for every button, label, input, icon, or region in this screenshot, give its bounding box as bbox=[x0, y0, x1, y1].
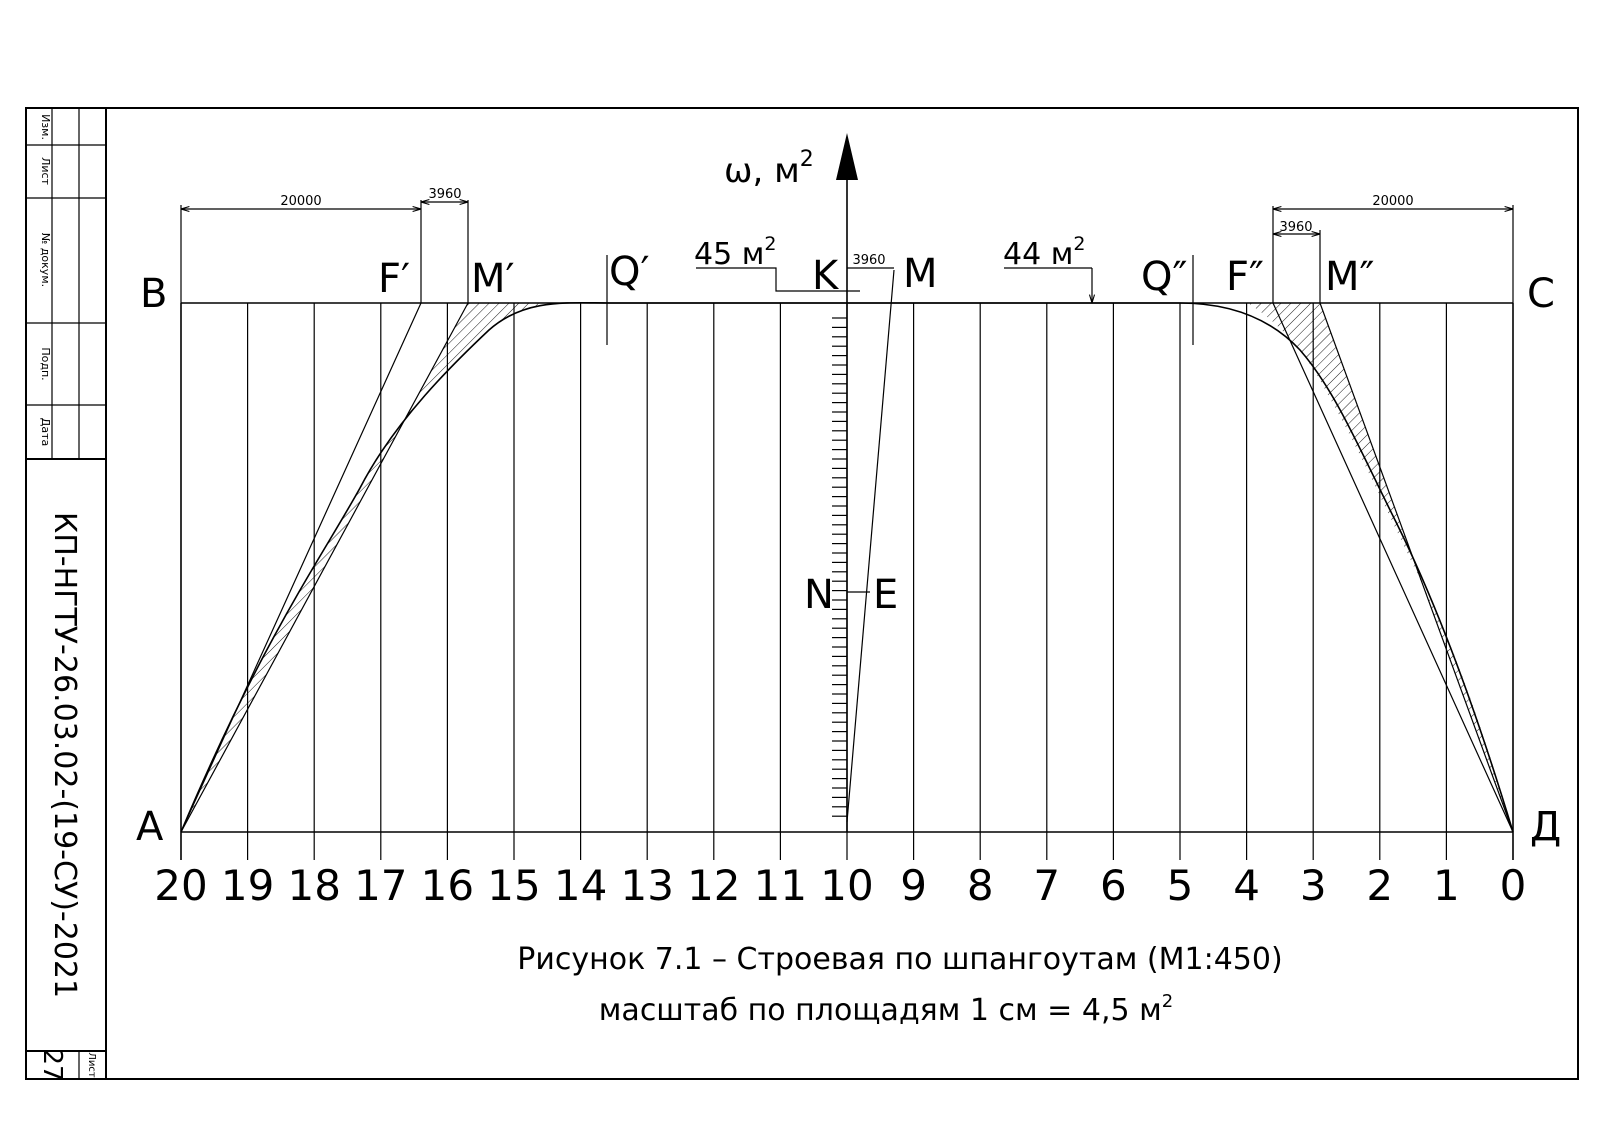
station-label-12: 12 bbox=[687, 861, 740, 910]
dim-left-span: 20000 bbox=[280, 194, 321, 209]
station-label-7: 7 bbox=[1033, 861, 1060, 910]
dim-center-small: 3960 bbox=[852, 253, 885, 268]
sheet-label: Лист bbox=[86, 1052, 97, 1078]
stamp-label-izm: Изм. bbox=[39, 114, 52, 140]
point-label-k: K bbox=[812, 253, 840, 299]
stamp-label-sign: Подп. bbox=[39, 347, 52, 380]
station-label-2: 2 bbox=[1366, 861, 1393, 910]
corner-label-c: C bbox=[1527, 271, 1555, 317]
station-label-3: 3 bbox=[1300, 861, 1327, 910]
station-label-20: 20 bbox=[154, 861, 207, 910]
line-base-to-m bbox=[846, 269, 895, 823]
omega-axis-title: ω, м2 bbox=[724, 147, 814, 191]
corner-label-b: B bbox=[140, 271, 167, 317]
hatched-area-left bbox=[181, 302, 596, 832]
hatched-area-right bbox=[1248, 303, 1513, 832]
point-label-m: M bbox=[903, 251, 938, 297]
station-label-13: 13 bbox=[620, 861, 673, 910]
station-label-18: 18 bbox=[287, 861, 340, 910]
station-label-9: 9 bbox=[900, 861, 927, 910]
station-label-10: 10 bbox=[820, 861, 873, 910]
point-label-n: N bbox=[804, 572, 834, 618]
station-label-4: 4 bbox=[1233, 861, 1260, 910]
corner-label-d: Д bbox=[1530, 804, 1561, 850]
side-stamp: Изм. Лист № докум. Подп. Дата КП-НГТУ-26… bbox=[25, 107, 107, 1082]
line-a-f-prime bbox=[180, 302, 422, 833]
dim-right-span: 20000 bbox=[1372, 194, 1413, 209]
point-label-q-prime: Q′ bbox=[609, 249, 650, 295]
station-label-11: 11 bbox=[754, 861, 807, 910]
line-a-m-prime bbox=[180, 302, 469, 833]
sectional-area-curve-diagram: 20 19 18 17 16 15 14 13 12 11 10 9 8 7 6 5 4 3 2 1 0 bbox=[136, 133, 1561, 910]
point-label-f-double: F″ bbox=[1226, 254, 1264, 300]
line-d-f-double bbox=[1272, 302, 1514, 833]
station-label-14: 14 bbox=[554, 861, 607, 910]
station-label-6: 6 bbox=[1100, 861, 1127, 910]
point-label-f-prime: F′ bbox=[378, 256, 410, 302]
point-label-m-prime: M′ bbox=[471, 256, 515, 302]
main-frame bbox=[105, 107, 1579, 1080]
figure-caption-line1: Рисунок 7.1 – Строевая по шпангоутам (М1… bbox=[517, 942, 1282, 977]
station-label-19: 19 bbox=[221, 861, 274, 910]
station-label-0: 0 bbox=[1500, 861, 1527, 910]
stamp-label-doc: № докум. bbox=[39, 233, 52, 287]
dim-right-small: 3960 bbox=[1279, 220, 1312, 235]
station-label-16: 16 bbox=[421, 861, 474, 910]
corner-label-a: A bbox=[136, 804, 164, 850]
sheet-number: 27 bbox=[37, 1048, 67, 1081]
area-label-right: 44 м2 bbox=[1003, 233, 1085, 272]
dim-left-small: 3960 bbox=[428, 187, 461, 202]
omega-axis-ticks bbox=[832, 317, 847, 817]
omega-axis-arrow-icon bbox=[836, 133, 858, 180]
station-label-1: 1 bbox=[1433, 861, 1460, 910]
station-label-8: 8 bbox=[967, 861, 994, 910]
sectional-area-curve bbox=[180, 301, 1514, 833]
stamp-label-date: Дата bbox=[39, 418, 52, 446]
area-label-left: 45 м2 bbox=[694, 233, 776, 272]
station-label-15: 15 bbox=[487, 861, 540, 910]
frame-station-labels: 20 19 18 17 16 15 14 13 12 11 10 9 8 7 6 5 4 3 2 1 0 bbox=[154, 861, 1526, 910]
station-label-17: 17 bbox=[354, 861, 407, 910]
point-label-e: E bbox=[873, 572, 898, 618]
line-d-m-double bbox=[1319, 302, 1514, 833]
station-label-5: 5 bbox=[1167, 861, 1194, 910]
stamp-label-list: Лист bbox=[39, 157, 52, 185]
figure-caption-line2: масштаб по площадям 1 см = 4,5 м2 bbox=[599, 991, 1173, 1028]
document-code: КП-НГТУ-26.03.02-(19-СУ)-2021 bbox=[47, 512, 82, 998]
point-label-q-double: Q″ bbox=[1141, 254, 1187, 300]
point-label-m-double: M″ bbox=[1325, 254, 1374, 300]
